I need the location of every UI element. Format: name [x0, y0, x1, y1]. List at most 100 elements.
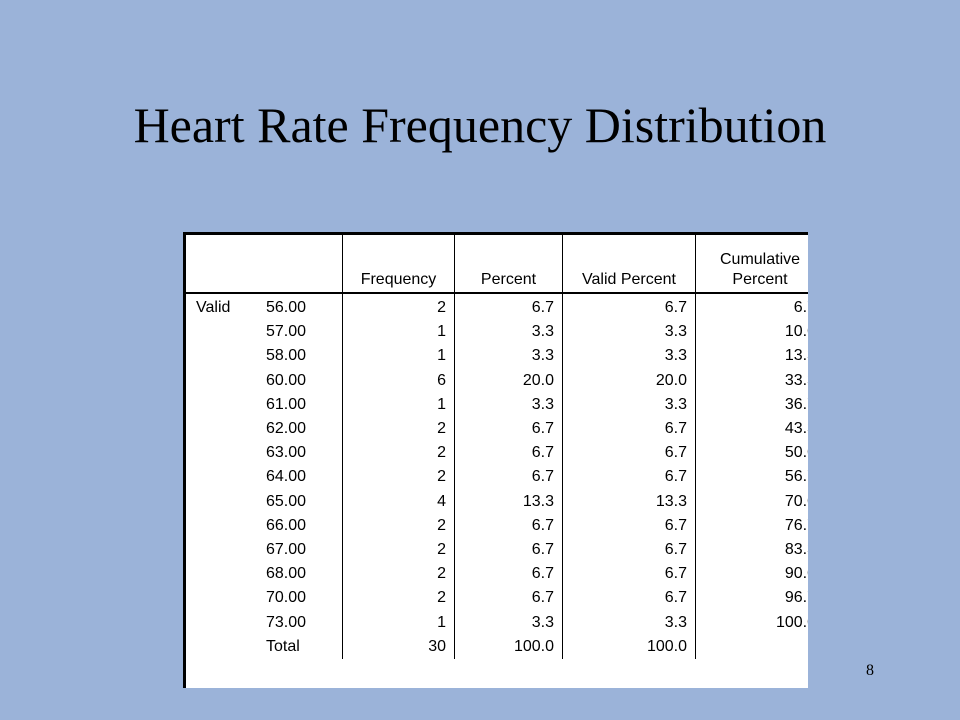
row-value-cell: 60.00 [266, 371, 307, 389]
row-value-cell: 67.00 [266, 540, 307, 558]
row-group-label [186, 490, 266, 514]
row-cumulative-cell: 6.7 [695, 293, 808, 321]
frequency-table: Frequency Percent Valid Percent Cumulati… [186, 235, 808, 659]
row-group-label [186, 417, 266, 441]
row-cumulative-cell: 33.3 [695, 368, 808, 393]
row-group-label: Valid [196, 299, 231, 317]
row-percent-cell: 6.7 [454, 293, 563, 321]
row-cumulative-cell: 70.0 [695, 489, 808, 514]
row-valid-percent-cell: 6.7 [562, 441, 696, 466]
row-value-cell: 63.00 [266, 444, 307, 462]
row-valid-percent-cell: 6.7 [562, 293, 696, 321]
row-group-label [186, 441, 266, 465]
header-percent: Percent [454, 235, 563, 294]
row-value-cell: 58.00 [266, 347, 307, 365]
row-group-label [186, 465, 266, 489]
row-valid-percent-cell: 3.3 [562, 610, 696, 635]
row-frequency-cell: 2 [342, 513, 455, 538]
row-frequency-cell: 2 [342, 293, 455, 321]
row-value-cell: 66.00 [266, 516, 307, 534]
row-frequency-cell: 2 [342, 562, 455, 587]
row-percent-cell: 13.3 [454, 489, 563, 514]
total-label-cell: Total [266, 637, 300, 655]
row-value-cell: 64.00 [266, 468, 307, 486]
total-percent-cell: 100.0 [454, 634, 563, 659]
row-frequency-cell: 1 [342, 344, 455, 369]
header-cumulative-percent: Cumulative Percent [695, 235, 808, 294]
row-frequency-cell: 2 [342, 441, 455, 466]
row-percent-cell: 6.7 [454, 537, 563, 563]
row-valid-percent-cell: 6.7 [562, 562, 696, 587]
row-frequency-cell: 2 [342, 416, 455, 442]
row-frequency-cell: 4 [342, 489, 455, 514]
table-total-row: Total 30 100.0 100.0 [186, 634, 808, 659]
row-cumulative-cell: 10.0 [695, 320, 808, 345]
row-group-label [186, 514, 266, 538]
header-cumulative-line1: Cumulative [719, 251, 801, 268]
slide-title: Heart Rate Frequency Distribution [133, 97, 827, 153]
row-cumulative-cell: 83.3 [695, 537, 808, 563]
row-percent-cell: 6.7 [454, 441, 563, 466]
row-cumulative-cell: 50.0 [695, 441, 808, 466]
row-value-cell: 57.00 [266, 323, 307, 341]
row-valid-percent-cell: 20.0 [562, 368, 696, 393]
row-cumulative-cell: 36.7 [695, 392, 808, 417]
row-group-label [186, 393, 266, 417]
row-value-cell: 61.00 [266, 395, 307, 413]
row-group-label [186, 369, 266, 393]
row-percent-cell: 6.7 [454, 586, 563, 611]
row-valid-percent-cell: 13.3 [562, 489, 696, 514]
row-cumulative-cell: 76.7 [695, 513, 808, 538]
row-frequency-cell: 2 [342, 586, 455, 611]
row-frequency-cell: 6 [342, 368, 455, 393]
row-cumulative-cell: 56.7 [695, 465, 808, 490]
row-cumulative-cell: 13.3 [695, 344, 808, 369]
row-group-label [186, 586, 266, 610]
row-percent-cell: 6.7 [454, 562, 563, 587]
header-valid-percent: Valid Percent [562, 235, 696, 294]
row-valid-percent-cell: 3.3 [562, 344, 696, 369]
frequency-table-image: Frequency Percent Valid Percent Cumulati… [183, 232, 808, 688]
row-group-label [186, 344, 266, 368]
row-frequency-cell: 2 [342, 537, 455, 563]
table-body: Valid56.0026.76.76.757.0013.33.310.058.0… [186, 293, 808, 659]
row-group-label [186, 562, 266, 586]
row-value-cell: 73.00 [266, 613, 307, 631]
row-cumulative-cell: 100.0 [695, 610, 808, 635]
header-blank-label [186, 235, 266, 294]
row-value-cell: 65.00 [266, 492, 307, 510]
row-valid-percent-cell: 6.7 [562, 537, 696, 563]
total-frequency-cell: 30 [342, 634, 455, 659]
row-value-cell: 56.00 [266, 299, 307, 317]
row-frequency-cell: 1 [342, 320, 455, 345]
row-group-label [186, 538, 266, 562]
row-valid-percent-cell: 6.7 [562, 465, 696, 490]
row-percent-cell: 6.7 [454, 416, 563, 442]
row-percent-cell: 3.3 [454, 610, 563, 635]
row-percent-cell: 3.3 [454, 344, 563, 369]
row-frequency-cell: 2 [342, 465, 455, 490]
row-percent-cell: 20.0 [454, 368, 563, 393]
row-value-cell: 68.00 [266, 565, 307, 583]
row-valid-percent-cell: 6.7 [562, 586, 696, 611]
row-value-cell: 62.00 [266, 420, 307, 438]
row-cumulative-cell: 90.0 [695, 562, 808, 587]
table-header-row: Frequency Percent Valid Percent Cumulati… [186, 235, 808, 294]
row-frequency-cell: 1 [342, 392, 455, 417]
row-valid-percent-cell: 3.3 [562, 392, 696, 417]
row-cumulative-cell: 43.3 [695, 416, 808, 442]
row-valid-percent-cell: 3.3 [562, 320, 696, 345]
row-percent-cell: 6.7 [454, 513, 563, 538]
